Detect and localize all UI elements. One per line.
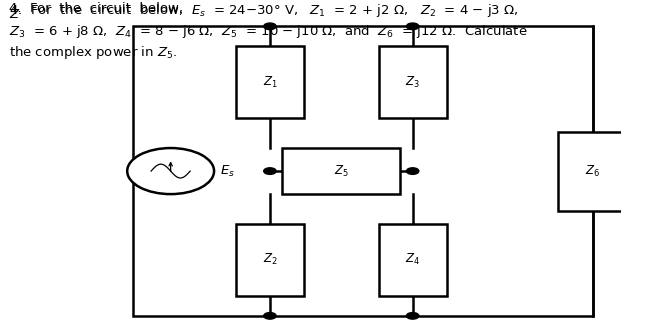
Bar xyxy=(379,224,447,296)
Text: 4.  For  the  circuit  below,  $\it{E_s}$  = 24−30° V,   $\it{Z_1}$  = 2 + j2 Ω,: 4. For the circuit below, $\it{E_s}$ = 2… xyxy=(9,2,519,19)
Bar xyxy=(236,46,304,118)
Circle shape xyxy=(264,23,276,30)
Text: Z: Z xyxy=(9,8,19,21)
Text: the complex power in $\it{Z_5}$.: the complex power in $\it{Z_5}$. xyxy=(9,44,178,62)
Circle shape xyxy=(406,168,419,174)
Text: $Z_3$: $Z_3$ xyxy=(405,75,420,90)
Circle shape xyxy=(127,148,214,194)
Circle shape xyxy=(264,168,276,174)
Text: $\it{E_s}$: $\it{E_s}$ xyxy=(220,164,235,179)
Bar xyxy=(379,46,447,118)
Circle shape xyxy=(406,23,419,30)
Text: $Z_1$: $Z_1$ xyxy=(262,75,277,90)
Text: $Z_4$: $Z_4$ xyxy=(405,252,420,267)
Text: 4.  For  the  circuit  below,: 4. For the circuit below, xyxy=(9,2,192,15)
Circle shape xyxy=(406,313,419,319)
Bar xyxy=(236,224,304,296)
Text: $Z_6$: $Z_6$ xyxy=(585,164,600,179)
Text: $\it{Z_3}$  = 6 + j8 Ω,  $\it{Z_4}$  = 8 − j6 Ω,  $\it{Z_5}$  = 10 − j10 Ω,  and: $\it{Z_3}$ = 6 + j8 Ω, $\it{Z_4}$ = 8 − … xyxy=(9,23,528,40)
Circle shape xyxy=(264,313,276,319)
Text: $Z_2$: $Z_2$ xyxy=(262,252,277,267)
Bar xyxy=(134,26,592,316)
Bar xyxy=(558,132,627,211)
Text: $Z_5$: $Z_5$ xyxy=(334,164,349,179)
Bar xyxy=(282,148,401,194)
